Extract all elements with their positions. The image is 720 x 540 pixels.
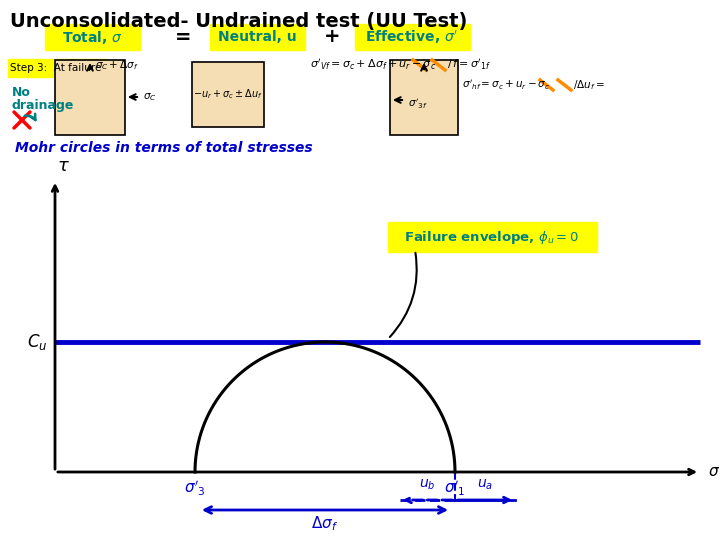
Text: $\sigma'_1$: $\sigma'_1$ [444, 478, 466, 498]
Text: $\sigma'_{3f}$: $\sigma'_{3f}$ [408, 97, 428, 111]
FancyBboxPatch shape [388, 222, 597, 252]
Text: $/ \Delta u_f =$: $/ \Delta u_f =$ [573, 78, 605, 92]
Text: $\sigma'_3$: $\sigma'_3$ [184, 478, 206, 498]
Text: No: No [12, 85, 31, 98]
Text: Effective, $\sigma'$: Effective, $\sigma'$ [366, 29, 459, 45]
Text: Mohr circles in terms of total stresses: Mohr circles in terms of total stresses [15, 141, 312, 155]
FancyBboxPatch shape [390, 60, 458, 135]
Text: $C_u$: $C_u$ [27, 332, 47, 352]
Text: Failure envelope, $\phi_u = 0$: Failure envelope, $\phi_u = 0$ [405, 228, 580, 246]
Text: Step 3:  At failure: Step 3: At failure [10, 63, 102, 73]
FancyBboxPatch shape [45, 24, 140, 50]
Text: Total, $\sigma$: Total, $\sigma$ [61, 29, 122, 45]
FancyBboxPatch shape [55, 60, 125, 135]
Text: =: = [175, 28, 192, 46]
Text: $u_a$: $u_a$ [477, 477, 493, 492]
Text: $\sigma'_{Vf} = \sigma_c + \Delta\sigma_f + u_r - \sigma_c$: $\sigma'_{Vf} = \sigma_c + \Delta\sigma_… [310, 58, 436, 72]
Text: $\sigma$ or $\sigma'$: $\sigma$ or $\sigma'$ [708, 464, 720, 480]
Text: $u_b$: $u_b$ [419, 477, 436, 492]
Text: +: + [324, 28, 341, 46]
FancyBboxPatch shape [210, 24, 305, 50]
Text: $-u_r + \sigma_c \pm \Delta u_f$: $-u_r + \sigma_c \pm \Delta u_f$ [193, 87, 263, 101]
Text: $\tau$: $\tau$ [57, 157, 70, 175]
Text: Neutral, u: Neutral, u [217, 30, 297, 44]
FancyBboxPatch shape [192, 62, 264, 127]
Text: Unconsolidated- Undrained test (UU Test): Unconsolidated- Undrained test (UU Test) [10, 12, 467, 31]
FancyBboxPatch shape [355, 24, 470, 50]
Text: drainage: drainage [12, 99, 74, 112]
Text: $/\!\!/ \,f = \sigma'_{1f}$: $/\!\!/ \,f = \sigma'_{1f}$ [447, 58, 491, 72]
Text: $\sigma_C$: $\sigma_C$ [143, 91, 157, 103]
FancyBboxPatch shape [8, 59, 106, 77]
Text: $\sigma'_{hf} = \sigma_c + u_r - \sigma_c$: $\sigma'_{hf} = \sigma_c + u_r - \sigma_… [462, 78, 550, 92]
Text: $\Delta\sigma_f$: $\Delta\sigma_f$ [312, 515, 338, 534]
Text: $\sigma_C + \Delta\sigma_f$: $\sigma_C + \Delta\sigma_f$ [95, 58, 139, 72]
